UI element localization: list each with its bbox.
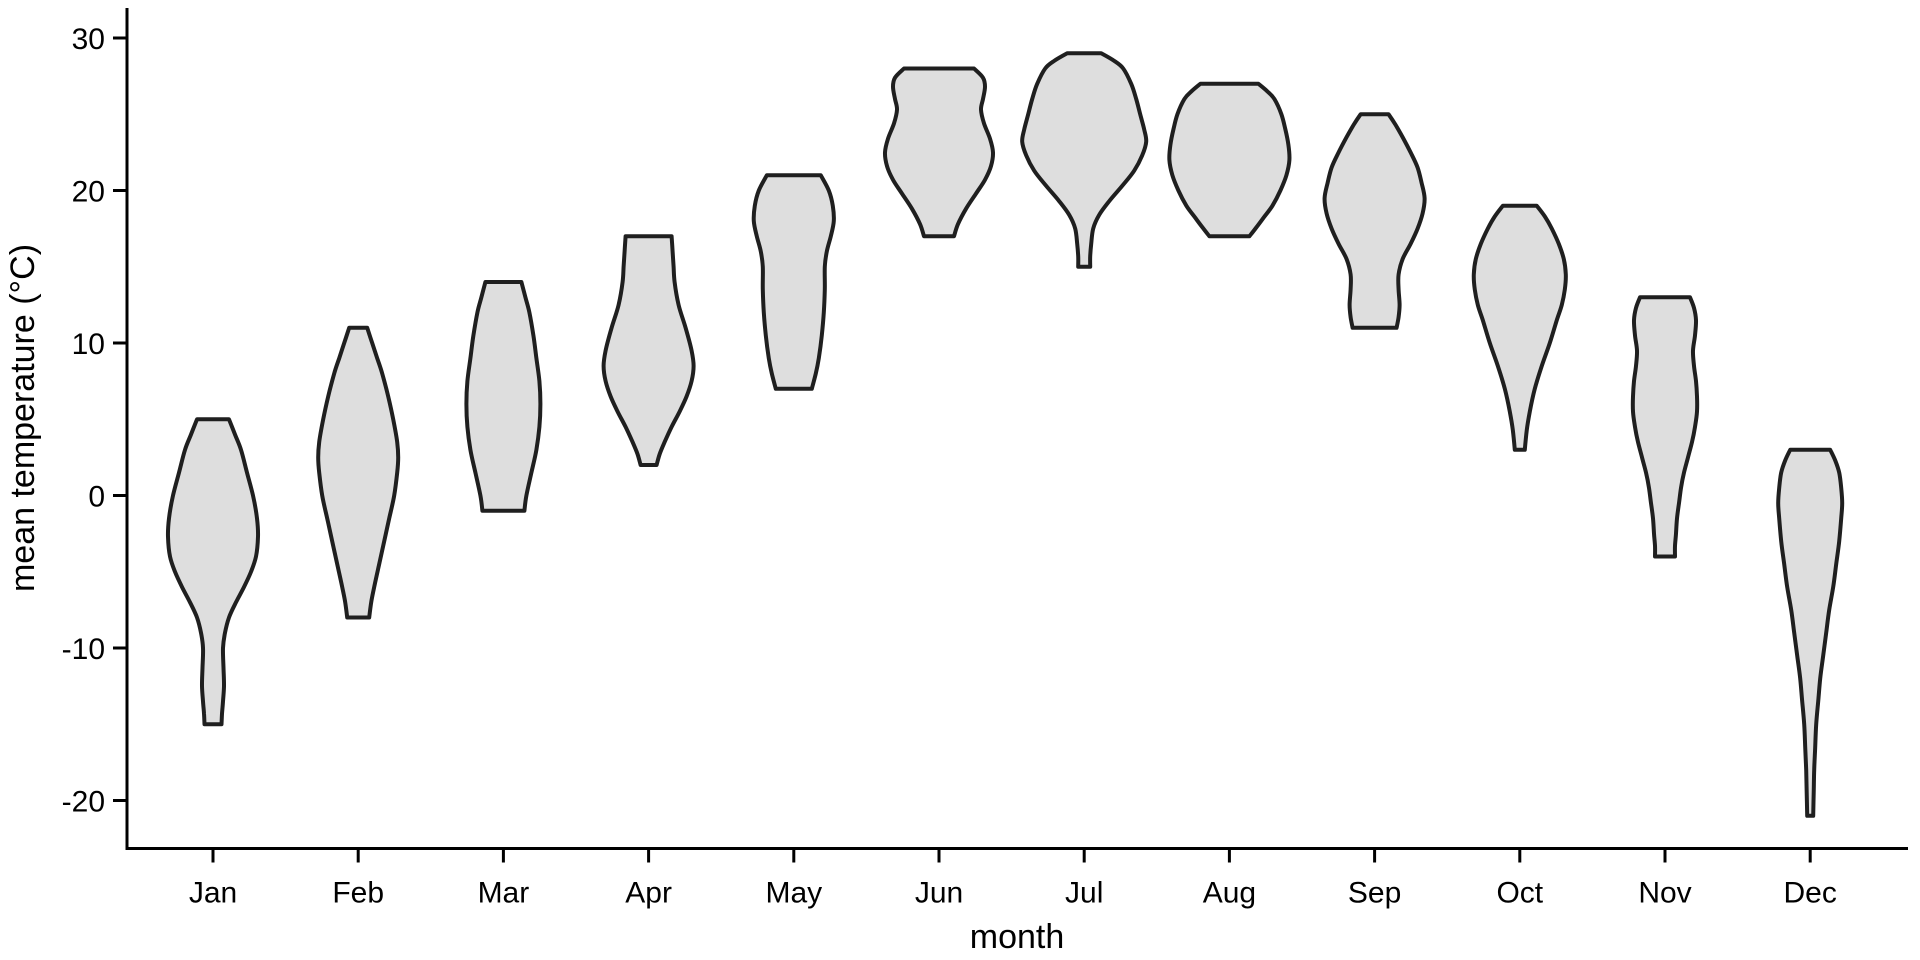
y-tick-label-10: 10 — [72, 328, 105, 361]
x-tick-label-nov: Nov — [1638, 877, 1691, 910]
violin-dec — [1776, 447, 1845, 818]
x-tick-label-may: May — [765, 877, 822, 910]
y-tick-label-20: 20 — [72, 176, 105, 209]
violin-may — [751, 173, 836, 391]
x-axis-title: month — [970, 918, 1065, 956]
violin-jun — [882, 66, 996, 239]
violin-aug — [1167, 81, 1292, 239]
y-tick-label--20: -20 — [62, 786, 105, 819]
violin-sep — [1322, 112, 1427, 330]
violin-feb — [316, 325, 401, 620]
x-tick-label-jul: Jul — [1065, 877, 1103, 910]
x-tick-label-oct: Oct — [1496, 877, 1543, 910]
y-tick-label-0: 0 — [88, 481, 105, 514]
x-tick-label-aug: Aug — [1203, 877, 1256, 910]
violin-nov — [1630, 295, 1700, 559]
x-tick-label-apr: Apr — [625, 877, 672, 910]
violin-oct — [1471, 203, 1568, 452]
x-tick-label-mar: Mar — [478, 877, 530, 910]
violin-jan — [165, 417, 261, 727]
violin-jul — [1020, 51, 1149, 269]
x-tick-label-jan: Jan — [189, 877, 237, 910]
x-tick-label-jun: Jun — [915, 877, 963, 910]
violin-mar — [464, 280, 543, 513]
violins-layer — [165, 51, 1845, 818]
x-tick-label-sep: Sep — [1348, 877, 1401, 910]
violin-apr — [601, 234, 696, 467]
y-tick-label--10: -10 — [62, 633, 105, 666]
x-tick-label-feb: Feb — [332, 877, 384, 910]
y-axis-title: mean temperature (°C) — [4, 244, 42, 592]
axes-layer: 30 20 10 0 -10 -20 Jan Feb Mar Apr May Jun Jul Aug Sep… — [62, 8, 1908, 910]
y-tick-label-30: 30 — [72, 23, 105, 56]
x-tick-label-dec: Dec — [1784, 877, 1837, 910]
